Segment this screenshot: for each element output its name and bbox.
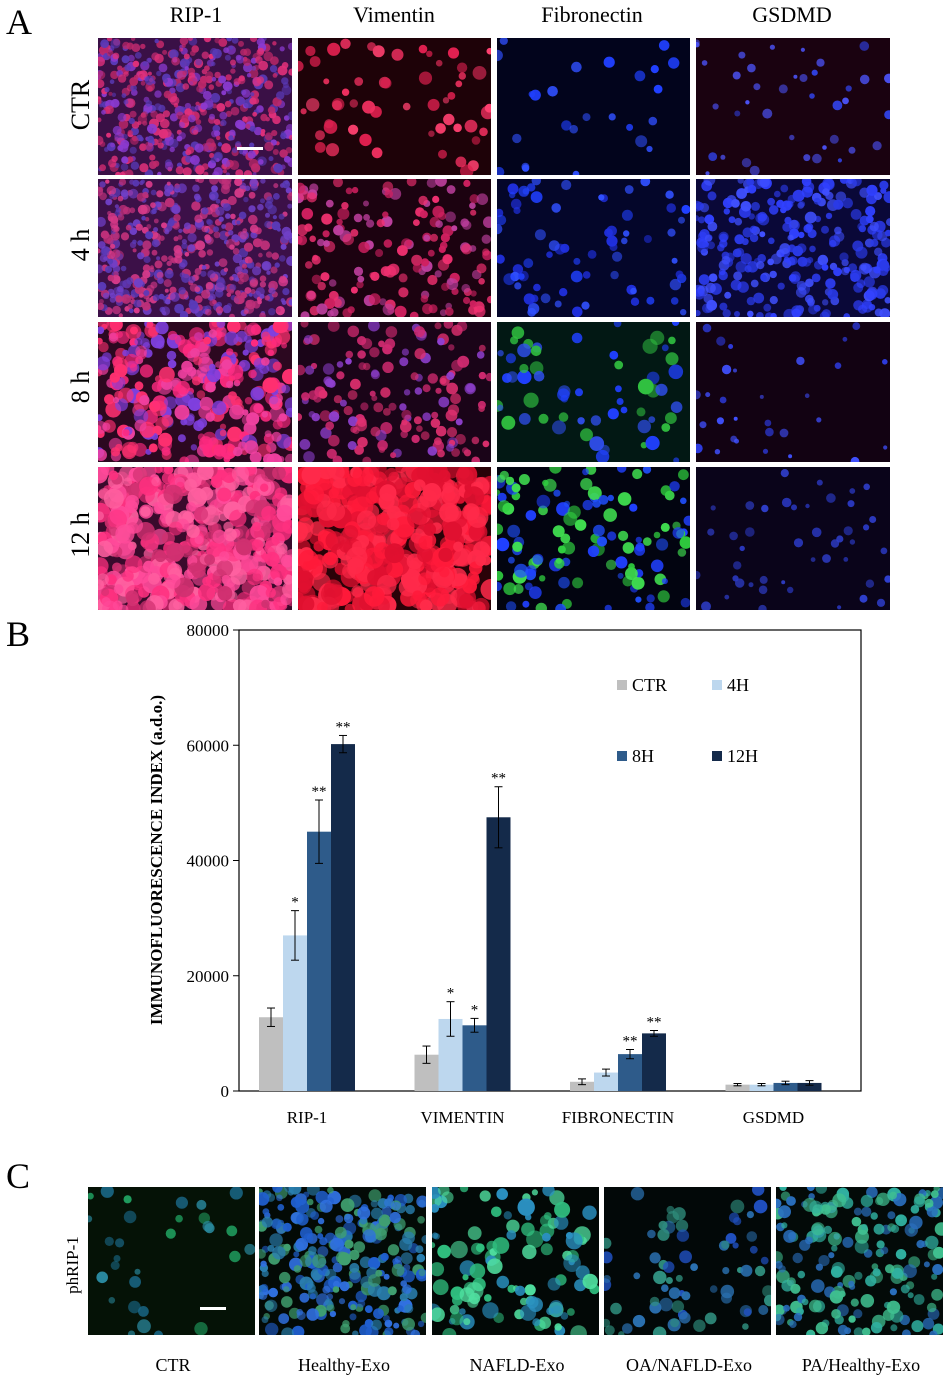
bar-chart: 020000400006000080000*****RIP-1****VIMEN… [187, 621, 862, 1127]
significance-marker: ** [647, 1014, 662, 1030]
row-label-phrip1: phRIP-1 [62, 1236, 82, 1294]
significance-marker: ** [336, 719, 351, 735]
significance-marker: * [291, 895, 299, 911]
significance-marker: ** [491, 771, 506, 787]
legend-swatch-4h [712, 680, 722, 690]
condition-label-nafld-exo: NAFLD-Exo [469, 1355, 565, 1375]
bar-8h-0 [307, 831, 331, 1091]
bar-12h-3 [797, 1082, 822, 1091]
y-tick-label: 0 [221, 1082, 230, 1101]
bar-8h-1 [462, 1025, 487, 1091]
y-tick-label: 80000 [187, 621, 230, 640]
micrograph-c-4 [776, 1187, 943, 1335]
y-tick-label: 40000 [187, 852, 230, 871]
col-header-rip1: RIP-1 [169, 2, 223, 27]
bar-8h-2 [618, 1054, 642, 1091]
micrograph-r2-c1 [298, 322, 491, 462]
micrograph-r1-c0 [98, 179, 292, 317]
micrograph-c-2 [432, 1187, 599, 1335]
micrograph-r3-c0 [98, 467, 292, 610]
micrograph-r1-c3 [696, 179, 890, 317]
panel-letter-a: A [6, 2, 32, 42]
legend-label-12h: 12H [727, 746, 758, 766]
micrograph-r1-c2 [497, 179, 690, 317]
condition-label-ctr: CTR [155, 1355, 191, 1375]
legend-swatch-12h [712, 751, 722, 761]
micrograph-r3-c3 [696, 467, 890, 610]
legend-swatch-8h [617, 751, 627, 761]
micrograph-r0-c3 [696, 38, 890, 175]
bar-12h-2 [642, 1033, 666, 1091]
col-header-vimentin: Vimentin [353, 2, 435, 27]
micrograph-r0-c2 [497, 38, 690, 175]
x-category-label: GSDMD [743, 1108, 804, 1127]
y-tick-label: 60000 [187, 736, 230, 755]
x-category-label: RIP-1 [287, 1108, 328, 1127]
micrograph-r0-c0 [98, 38, 292, 175]
micrograph-r2-c2 [497, 322, 690, 462]
significance-marker: ** [623, 1034, 638, 1050]
bar-12h-0 [331, 744, 355, 1091]
legend-swatch-ctr [617, 680, 627, 690]
legend-label-4h: 4H [727, 675, 749, 695]
legend-label-8h: 8H [632, 746, 654, 766]
legend-label-ctr: CTR [632, 675, 667, 695]
panel-letter-c: C [6, 1156, 31, 1196]
col-header-gsdmd: GSDMD [752, 2, 832, 27]
x-category-label: VIMENTIN [420, 1108, 504, 1127]
condition-label-healthy-exo: Healthy-Exo [298, 1355, 390, 1375]
bar-8h-3 [773, 1082, 798, 1091]
bar-ctr-2 [570, 1081, 594, 1091]
condition-label-oa-nafld-exo: OA/NAFLD-Exo [626, 1355, 752, 1375]
panel-letter-b: B [6, 614, 31, 654]
micrograph-r3-c2 [497, 467, 690, 610]
micrograph-c-3 [604, 1187, 771, 1335]
significance-marker: ** [312, 784, 327, 800]
bar-4h-3 [749, 1084, 774, 1091]
micrograph-c-1 [259, 1187, 426, 1335]
col-header-fibronectin: Fibronectin [541, 2, 643, 27]
micrograph-r2-c3 [696, 322, 890, 462]
bar-4h-0 [283, 935, 307, 1091]
micrograph-c-0 [88, 1187, 255, 1335]
micrograph-r2-c0 [98, 322, 292, 462]
significance-marker: * [447, 986, 455, 1002]
bar-12h-1 [486, 817, 511, 1091]
micrograph-r1-c1 [298, 179, 491, 317]
y-tick-label: 20000 [187, 967, 230, 986]
bar-ctr-0 [259, 1017, 283, 1091]
micrograph-r0-c1 [298, 38, 491, 175]
micrograph-r3-c1 [298, 467, 491, 610]
significance-marker: * [471, 1002, 479, 1018]
x-category-label: FIBRONECTIN [562, 1108, 674, 1127]
condition-label-pa-healthy-exo: PA/Healthy-Exo [801, 1355, 921, 1375]
bar-ctr-3 [725, 1084, 750, 1091]
bar-4h-2 [594, 1072, 618, 1091]
